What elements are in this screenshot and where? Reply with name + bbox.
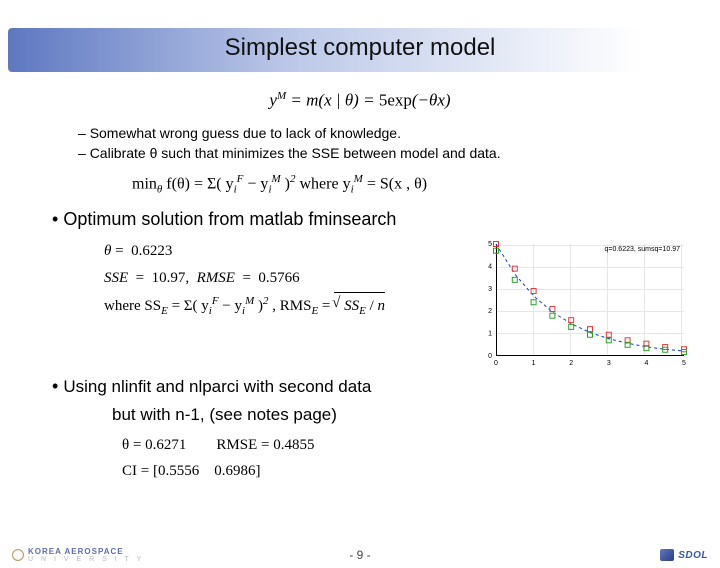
- svg-text:3: 3: [488, 286, 492, 293]
- svg-text:1: 1: [532, 360, 536, 367]
- svg-text:0: 0: [488, 353, 492, 360]
- sub-bullets: Somewhat wrong guess due to lack of know…: [78, 125, 668, 161]
- footer: KOREA AEROSPACE U N I V E R S I T Y - 9 …: [0, 542, 720, 568]
- svg-text:3: 3: [607, 360, 611, 367]
- svg-text:2: 2: [569, 360, 573, 367]
- bullet-third-2: but with n-1, (see notes page): [112, 405, 482, 425]
- svg-text:5: 5: [488, 241, 492, 248]
- bullet-third-1: Using nlinfit and nlparci with second da…: [52, 376, 482, 397]
- svg-text:4: 4: [644, 360, 648, 367]
- svg-text:2: 2: [488, 308, 492, 315]
- title-bar: Simplest computer model: [0, 28, 720, 72]
- model-equation: yM = m(x | θ) = 5exp(−θx): [52, 90, 668, 111]
- fit-chart: q=0.6223, sumsq=10.97 012345012345: [480, 238, 690, 370]
- svg-text:4: 4: [488, 264, 492, 271]
- nlinfit-equations: θ = 0.6271 RMSE = 0.4855 CI = [0.5556 0.…: [122, 433, 482, 484]
- svg-text:1: 1: [488, 331, 492, 338]
- svg-text:5: 5: [682, 360, 686, 367]
- page-number: - 9 -: [0, 548, 720, 562]
- sub-bullet-2: Calibrate θ such that minimizes the SSE …: [78, 145, 668, 161]
- third-bullet-block: Using nlinfit and nlparci with second da…: [52, 376, 482, 484]
- svg-text:0: 0: [494, 360, 498, 367]
- slide-title: Simplest computer model: [0, 34, 720, 62]
- sub-bullet-1: Somewhat wrong guess due to lack of know…: [78, 125, 668, 141]
- minimize-equation: minθ f(θ) = Σ( yiF − yiM )2 where yiM = …: [132, 173, 668, 196]
- main-bullet-1: Optimum solution from matlab fminsearch: [52, 209, 668, 230]
- optimum-equations: θ = 0.6223 SSE = 10.97, RMSE = 0.5766 wh…: [104, 238, 474, 322]
